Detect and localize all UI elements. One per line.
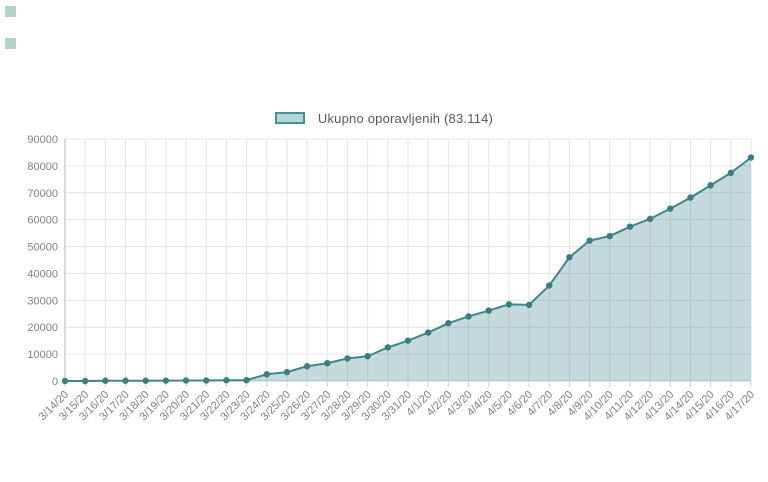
data-point-marker[interactable] xyxy=(566,254,573,261)
data-point-marker[interactable] xyxy=(707,182,714,189)
data-point-marker[interactable] xyxy=(747,154,755,161)
data-point-marker[interactable] xyxy=(203,377,210,384)
data-point-marker[interactable] xyxy=(142,377,149,384)
series-area xyxy=(65,157,751,381)
data-point-marker[interactable] xyxy=(505,301,513,308)
data-point-marker[interactable] xyxy=(162,377,170,384)
decor-square-top xyxy=(5,6,16,17)
y-axis-tick-label: 10000 xyxy=(27,349,58,361)
data-point-marker[interactable] xyxy=(465,313,472,320)
data-point-marker[interactable] xyxy=(102,377,109,384)
data-point-marker[interactable] xyxy=(404,337,412,344)
data-point-marker[interactable] xyxy=(344,355,351,362)
legend-label[interactable]: Ukupno oporavljenih (83.114) xyxy=(317,110,494,126)
data-point-marker[interactable] xyxy=(122,377,129,384)
data-point-marker[interactable] xyxy=(61,377,69,385)
data-point-marker[interactable] xyxy=(364,353,371,360)
data-point-marker[interactable] xyxy=(687,194,694,201)
data-point-marker[interactable] xyxy=(445,319,452,327)
data-point-marker[interactable] xyxy=(182,377,190,384)
data-point-marker[interactable] xyxy=(324,360,331,367)
data-point-marker[interactable] xyxy=(646,215,654,223)
data-point-marker[interactable] xyxy=(424,329,432,336)
data-point-marker[interactable] xyxy=(485,307,492,314)
data-point-marker[interactable] xyxy=(525,301,533,309)
data-point-marker[interactable] xyxy=(667,205,674,212)
y-axis-tick-label: 30000 xyxy=(27,295,58,307)
y-axis-tick-label: 50000 xyxy=(27,242,58,254)
data-point-marker[interactable] xyxy=(243,376,250,384)
data-point-marker[interactable] xyxy=(223,376,230,384)
data-point-marker[interactable] xyxy=(384,344,392,351)
data-point-marker[interactable] xyxy=(303,363,311,370)
data-point-marker[interactable] xyxy=(263,371,270,378)
data-point-marker[interactable] xyxy=(283,368,291,376)
legend: Ukupno oporavljenih (83.114) xyxy=(0,109,768,127)
y-axis-tick-label: 80000 xyxy=(27,161,58,173)
y-axis-tick-label: 90000 xyxy=(27,134,58,146)
legend-swatch-icon[interactable] xyxy=(274,112,305,124)
data-point-marker[interactable] xyxy=(546,282,553,289)
data-point-marker[interactable] xyxy=(626,223,634,230)
y-axis-tick-label: 60000 xyxy=(27,215,58,227)
data-point-marker[interactable] xyxy=(606,232,613,240)
data-point-marker[interactable] xyxy=(586,237,593,244)
y-axis-tick-label: 20000 xyxy=(27,322,58,334)
data-point-marker[interactable] xyxy=(81,377,89,385)
y-axis-tick-label: 40000 xyxy=(27,268,58,280)
decor-square-bottom xyxy=(5,38,16,49)
y-axis-tick-label: 0 xyxy=(52,376,58,388)
y-axis-tick-label: 70000 xyxy=(27,188,58,200)
data-point-marker[interactable] xyxy=(727,169,735,177)
